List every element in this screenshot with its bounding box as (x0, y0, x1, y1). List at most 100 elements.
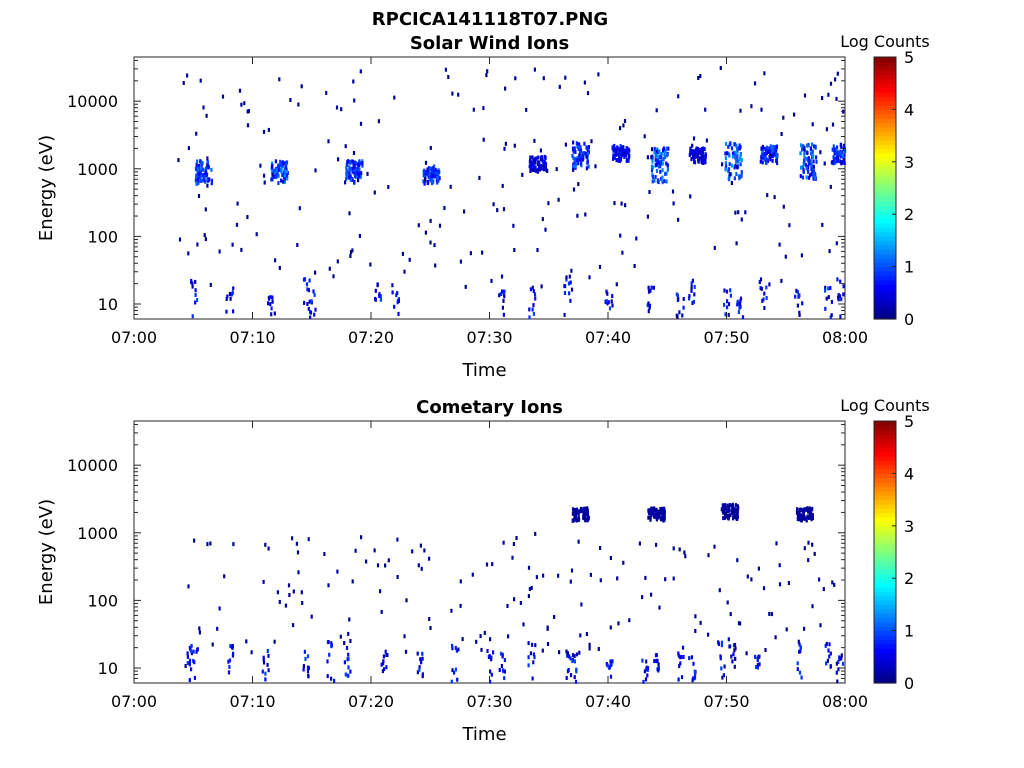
cluster-0-cell (203, 174, 206, 179)
cluster-5-cell (584, 151, 587, 156)
cluster-8-cell (692, 155, 695, 160)
cluster-3-cell (803, 509, 806, 514)
low-energy-9-cell (451, 646, 454, 651)
colorbar-step (874, 613, 896, 619)
scatter-cell (429, 218, 432, 223)
y-axis: 10 100 1000 10000 Energy (eV) (36, 423, 845, 684)
low-energy-5-cell (379, 294, 382, 299)
scatter-cell (352, 151, 356, 155)
scatter-cell (664, 577, 667, 582)
cluster-3-cell (801, 508, 804, 513)
scatter-cell (482, 137, 485, 142)
colorbar-step (874, 421, 896, 426)
cluster-11-cell (810, 172, 813, 177)
low-energy-19-cell (693, 676, 696, 681)
low-energy-1-cell (190, 649, 193, 654)
scatter-cell (296, 243, 299, 247)
scatter-cell (589, 572, 592, 577)
low-energy-7-cell (503, 294, 506, 299)
scatter-cell (464, 284, 467, 289)
scatter-cell (504, 141, 507, 146)
scatter-cell (818, 577, 821, 582)
x-tick-label: 07:50 (703, 328, 749, 347)
cluster-9-cell (724, 151, 727, 156)
colorbar-step (874, 218, 896, 224)
low-energy-10-cell (492, 650, 495, 655)
low-energy-18-cell (824, 306, 827, 311)
scatter-cell (336, 569, 339, 574)
cluster-8-cell (690, 149, 694, 154)
cluster-12-cell (843, 161, 846, 165)
scatter-cell (197, 194, 201, 198)
colorbar-tick-label: 1 (904, 258, 914, 277)
scatter-cell (833, 582, 836, 587)
colorbar-step (874, 179, 896, 185)
scatter-cell (354, 548, 357, 553)
colorbar-step (874, 661, 896, 667)
low-energy-3-cell (266, 649, 269, 653)
y-tick-label: 1000 (77, 524, 118, 543)
scatter-cell (533, 67, 536, 72)
low-energy-8-cell (421, 651, 424, 656)
low-energy-17-cell (794, 294, 797, 299)
low-energy-23-cell (800, 675, 803, 680)
low-energy-1-cell (232, 286, 235, 291)
scatter-cell (744, 210, 747, 215)
cluster-10-cell (759, 159, 762, 164)
colorbar-tick-label: 0 (904, 674, 914, 693)
cluster-9-cell (734, 156, 737, 161)
cluster-3-cell (803, 515, 806, 519)
scatter-cell (504, 86, 507, 91)
colorbar-step (874, 126, 896, 132)
low-energy-0-cell (194, 288, 197, 293)
colorbar-step (874, 569, 896, 575)
cluster-2-cell (348, 169, 351, 174)
cluster-3-cell (805, 516, 808, 521)
low-energy-9-cell (457, 647, 460, 652)
cluster-12-cell (843, 153, 846, 158)
cluster-9-cell (735, 172, 738, 176)
cluster-7-cell (659, 164, 662, 169)
low-energy-23-cell (796, 661, 799, 666)
scatter-cell (327, 583, 330, 588)
scatter-cell (620, 201, 623, 206)
cluster-6-cell (616, 148, 619, 153)
scatter-cell (513, 143, 516, 148)
low-energy-11-cell (650, 285, 653, 290)
low-energy-6-cell (347, 657, 350, 661)
cluster-3-cell (422, 179, 425, 184)
scatter-cell (535, 575, 538, 580)
low-energy-19-cell (842, 292, 845, 297)
low-energy-6-cell (344, 672, 347, 677)
cluster-11-cell (814, 176, 817, 181)
low-energy-17-cell (655, 653, 658, 658)
scatter-cell (646, 155, 649, 160)
scatter-cell (343, 641, 346, 645)
cluster-7-cell (661, 168, 664, 173)
scatter-cell (292, 623, 295, 628)
cluster-4-cell (537, 160, 540, 165)
cluster-6-cell (621, 148, 624, 153)
low-energy-4-cell (304, 656, 307, 661)
colorbar-step (874, 83, 896, 89)
scatter-cell (525, 107, 528, 112)
x-axis-label: Time (461, 724, 506, 745)
scatter-cell (424, 230, 427, 235)
low-energy-15-cell (610, 663, 613, 668)
low-energy-21-cell (732, 652, 735, 657)
cluster-11-cell (814, 173, 817, 177)
low-energy-3-cell (303, 277, 306, 282)
low-energy-24-cell (829, 664, 832, 669)
cluster-2-cell (733, 515, 736, 520)
scatter-cell (479, 634, 482, 639)
scatter-cell (570, 287, 574, 292)
cluster-3-cell (436, 172, 439, 177)
low-energy-23-cell (797, 639, 800, 644)
scatter-cell (429, 240, 432, 245)
cluster-0-cell (210, 178, 214, 183)
cluster-3-cell (438, 176, 441, 181)
cluster-9-cell (739, 152, 742, 157)
low-energy-13-cell (567, 653, 570, 658)
low-energy-8-cell (531, 285, 534, 290)
cluster-4-cell (531, 155, 534, 160)
